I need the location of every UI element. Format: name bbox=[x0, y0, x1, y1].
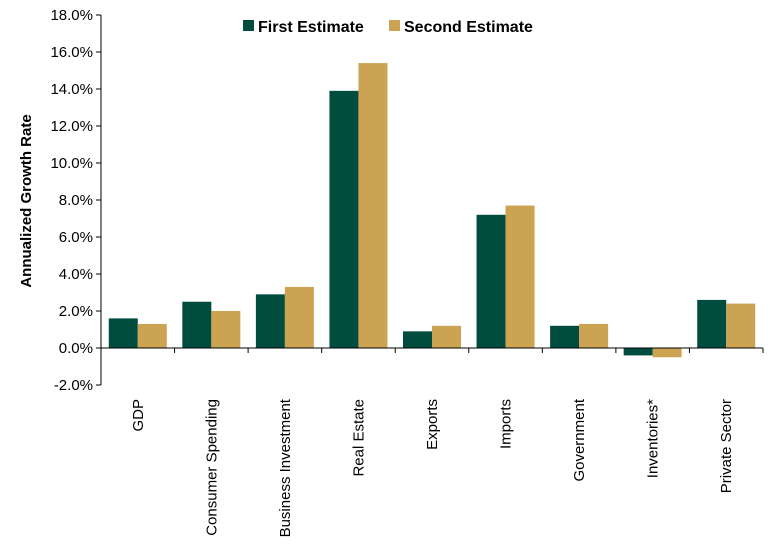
bar-private-sector-first-estimate bbox=[697, 299, 727, 348]
x-tick-label-real-estate: Real Estate bbox=[350, 399, 367, 477]
bar-gdp-second-estimate bbox=[137, 323, 167, 348]
legend-swatch-second-estimate bbox=[389, 20, 400, 31]
y-tick-label: 18.0% bbox=[50, 7, 93, 24]
bar-government-second-estimate bbox=[579, 323, 609, 348]
bar-inventories-second-estimate bbox=[652, 348, 682, 358]
legend: First Estimate Second Estimate bbox=[243, 19, 533, 36]
legend-swatch-first-estimate bbox=[243, 20, 254, 31]
x-tick-label-private-sector: Private Sector bbox=[718, 399, 735, 493]
bar-government-first-estimate bbox=[550, 325, 580, 348]
x-tick-label-government: Government bbox=[571, 398, 588, 481]
y-tick-label: 6.0% bbox=[59, 229, 93, 246]
bar-business-investment-second-estimate bbox=[284, 286, 314, 348]
x-tick-label-imports: Imports bbox=[498, 399, 515, 449]
bar-exports-second-estimate bbox=[432, 325, 461, 348]
bar-consumer-spending-second-estimate bbox=[211, 311, 241, 348]
y-tick-label: 14.0% bbox=[50, 81, 93, 98]
y-tick-label: 10.0% bbox=[50, 155, 93, 172]
bars bbox=[108, 63, 756, 358]
bar-private-sector-second-estimate bbox=[726, 303, 756, 348]
y-tick-label: 0.0% bbox=[59, 340, 93, 357]
bar-inventories-first-estimate bbox=[623, 348, 653, 356]
x-tick-label-business-investment: Business Investment bbox=[277, 398, 294, 537]
y-tick-label: 16.0% bbox=[50, 44, 93, 61]
bar-real-estate-first-estimate bbox=[329, 90, 359, 348]
x-tick-label-inventories: Inventories* bbox=[645, 399, 662, 478]
bar-gdp-first-estimate bbox=[108, 318, 138, 348]
x-tick-label-consumer-spending: Consumer Spending bbox=[203, 399, 220, 536]
y-tick-label: 12.0% bbox=[50, 118, 93, 135]
bar-real-estate-second-estimate bbox=[358, 63, 388, 348]
x-tick-label-exports: Exports bbox=[424, 399, 441, 450]
y-axis-title: Annualized Growth Rate bbox=[18, 114, 35, 287]
x-axis: GDP Consumer Spending Business Investment R… bbox=[100, 347, 764, 537]
bar-imports-first-estimate bbox=[476, 214, 506, 348]
bar-imports-second-estimate bbox=[505, 205, 535, 348]
bar-business-investment-first-estimate bbox=[255, 294, 285, 348]
legend-label-second-estimate: Second Estimate bbox=[404, 19, 533, 36]
x-tick-label-gdp: GDP bbox=[130, 399, 147, 432]
bar-exports-first-estimate bbox=[403, 331, 432, 348]
legend-label-first-estimate: First Estimate bbox=[258, 19, 364, 36]
y-tick-label: 2.0% bbox=[59, 303, 93, 320]
y-tick-label: -2.0% bbox=[54, 377, 93, 394]
y-tick-label: 8.0% bbox=[59, 192, 93, 209]
y-axis: -2.0% 0.0% 2.0% 4.0% 6.0% 8.0% 10.0% 12.0% 14.0%… bbox=[50, 7, 102, 394]
bar-consumer-spending-first-estimate bbox=[182, 301, 212, 348]
y-tick-label: 4.0% bbox=[59, 266, 93, 283]
